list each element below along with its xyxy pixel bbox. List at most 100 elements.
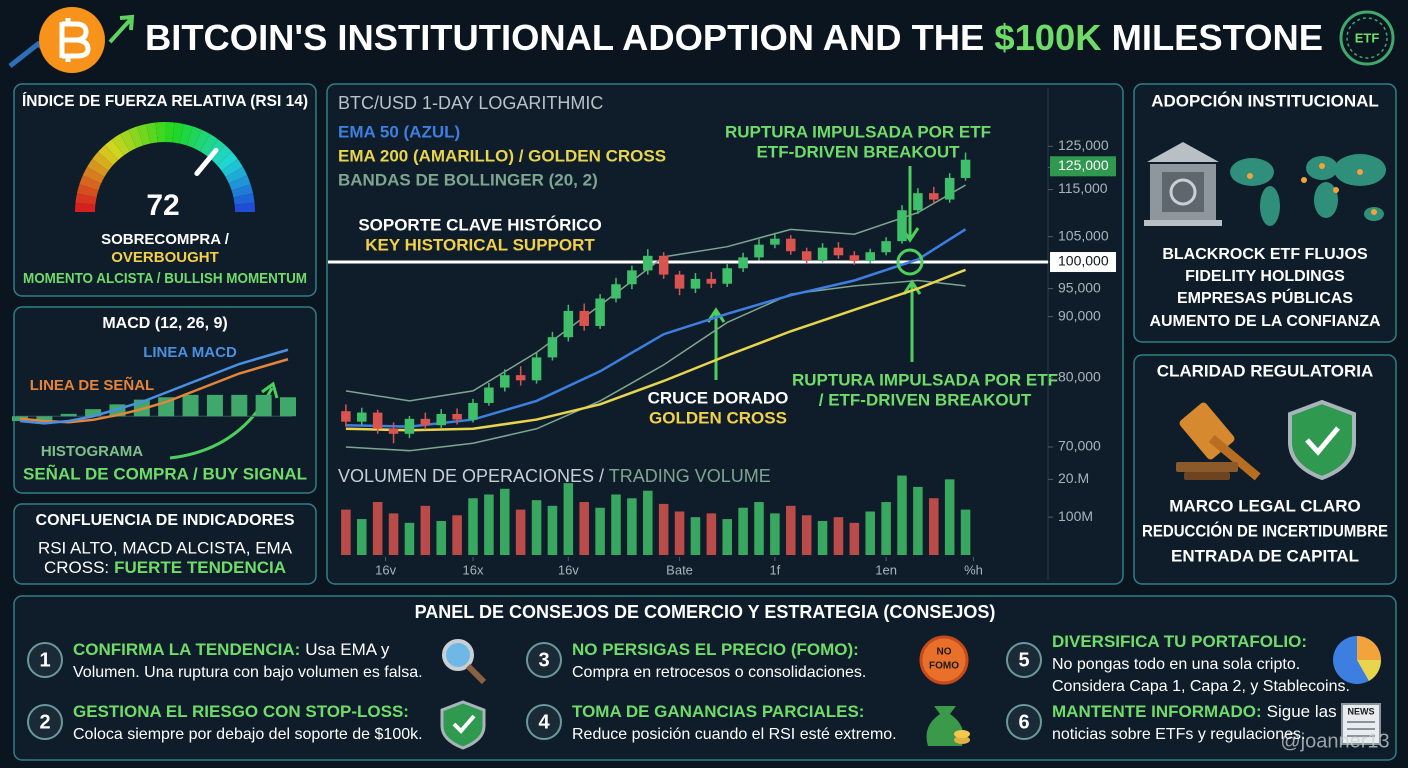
y-tick-label: 80,000: [1058, 368, 1101, 384]
magnifier-icon: [442, 639, 487, 685]
gauge-segment: [137, 123, 151, 146]
volume-bar: [531, 500, 542, 555]
panel: [13, 503, 317, 585]
y-tick-label: 90,000: [1058, 307, 1101, 323]
volume-title: VOLUMEN DE OPERACIONES / TRADING VOLUME: [338, 466, 771, 486]
breakout-marker: [896, 248, 924, 276]
candle-body: [547, 337, 558, 358]
volume-bar: [706, 513, 717, 555]
volume-title-part: VOLUMEN DE OPERACIONES /: [338, 466, 609, 486]
candle-body: [420, 418, 431, 426]
volume-bar: [643, 490, 653, 555]
tip-text: Reduce posición cuando el RSI esté extre…: [572, 726, 897, 743]
gauge-segment: [199, 134, 218, 156]
volume-bar: [341, 509, 351, 555]
gauge-segment: [225, 167, 248, 184]
volume-bar: [484, 494, 494, 555]
annotation: GOLDEN CROSS: [649, 408, 787, 427]
y-tick-label: 100M: [1058, 508, 1093, 524]
ema-line: [345, 268, 967, 432]
gauge-segment: [221, 159, 243, 178]
rsi-status: OVERBOUGHT: [111, 249, 219, 266]
volume-bar: [404, 522, 415, 555]
candle-body: [611, 284, 621, 299]
gauge-segment: [228, 175, 251, 191]
gavel-icon: [1176, 402, 1261, 481]
candle-body: [674, 274, 685, 289]
etf-badge-ring: [1346, 17, 1388, 59]
volume-bar: [738, 507, 748, 555]
candle-body: [468, 402, 478, 420]
x-tick-label: 1f: [769, 562, 780, 577]
gauge-segment: [186, 126, 202, 149]
rsi-value: 72: [146, 189, 179, 222]
legend-entry: BANDAS DE BOLLINGER (20, 2): [338, 170, 598, 189]
bank-icon: [1144, 142, 1222, 226]
volume-bar: [881, 502, 891, 555]
tip-text: Considera Capa 1, Capa 2, y Stablecoins.: [1052, 678, 1350, 695]
volume-bar: [960, 509, 971, 555]
candle-body: [913, 193, 923, 211]
tip-number: 5: [1018, 649, 1029, 671]
rsi-momentum: MOMENTO ALCISTA / BULLISH MOMENTUM: [23, 270, 307, 287]
gauge-needle: [194, 147, 219, 176]
signal-label: LINEA DE SEÑAL: [30, 376, 154, 394]
tip-heading: MANTENTE INFORMADO: Sigue las: [1052, 702, 1337, 721]
tip-heading: GESTIONA EL RIESGO CON STOP-LOSS:: [73, 702, 409, 721]
annotation: / ETF-DRIVEN BREAKOUT: [819, 390, 1032, 409]
histogram-bar: [85, 409, 102, 417]
y-tick-label: 115,000: [1058, 180, 1108, 196]
macd-label: LINEA MACD: [143, 344, 237, 361]
rsi-panel: ÍNDICE DE FUERZA RELATIVA (RSI 14) 72 SO…: [13, 83, 317, 297]
title-highlight: $100K: [994, 17, 1101, 58]
header: BITCOIN'S INSTITUTIONAL ADOPTION AND THE…: [8, 7, 1395, 73]
tip-inline: Usa EMA y: [305, 640, 390, 659]
x-tick-label: 16v: [375, 562, 396, 577]
volume-bar: [913, 486, 923, 555]
annotations: SOPORTE CLAVE HISTÓRICO KEY HISTORICAL S…: [358, 122, 1058, 427]
icon-label: NEWS: [1348, 706, 1375, 716]
volume-bar: [865, 511, 875, 555]
candle-body: [531, 357, 542, 381]
histogram-bar: [60, 413, 77, 417]
panel-title: ÍNDICE DE FUERZA RELATIVA (RSI 14): [22, 91, 308, 110]
gauge-segment: [233, 193, 255, 205]
legend-entry: EMA 200 (AMARILLO) / GOLDEN CROSS: [338, 146, 666, 165]
title-part: MILESTONE: [1102, 17, 1323, 58]
volume-bar: [944, 479, 955, 555]
title: BITCOIN'S INSTITUTIONAL ADOPTION AND THE…: [145, 17, 1323, 58]
tip-title: CONFIRMA LA TENDENCIA:: [73, 640, 300, 659]
candle-body: [881, 241, 891, 253]
buy-signal: SEÑAL DE COMPRA / BUY SIGNAL: [23, 463, 307, 483]
candle-body: [706, 278, 717, 284]
list-item: BLACKROCK ETF FLUJOS: [1162, 246, 1368, 263]
shield-small-icon: [440, 700, 486, 750]
volume-bar: [674, 511, 685, 555]
gauge-segment: [104, 139, 124, 161]
volume-bar: [690, 517, 701, 555]
histogram-bar: [182, 394, 199, 417]
panel-title: CONFLUENCIA DE INDICADORES: [36, 512, 295, 529]
list-item: MARCO LEGAL CLARO: [1169, 496, 1360, 515]
watermark: @joanner13: [1280, 730, 1389, 752]
gauge-segment: [179, 123, 193, 146]
support-tick-box: [1050, 252, 1116, 273]
annotation: KEY HISTORICAL SUPPORT: [365, 235, 595, 254]
pie-icon: [1333, 636, 1382, 684]
candle-body: [500, 375, 510, 388]
candle-body: [627, 270, 637, 285]
x-tick-label: 1en: [875, 562, 897, 577]
tips-panel: PANEL DE CONSEJOS DE COMERCIO Y ESTRATEG…: [13, 595, 1397, 761]
etf-badge-label: ETF: [1355, 30, 1380, 45]
volume-bar: [436, 520, 446, 555]
money-bag-icon: [926, 706, 970, 746]
confluence-highlight: FUERTE TENDENCIA: [114, 558, 286, 577]
shield-icon: [1288, 399, 1356, 481]
gauge-segment: [172, 122, 184, 144]
bollinger-lower: [345, 279, 966, 452]
candle-body: [801, 251, 812, 260]
y-tick-label: 20.M: [1058, 470, 1089, 486]
panel-title: PANEL DE CONSEJOS DE COMERCIO Y ESTRATEG…: [415, 602, 996, 622]
tip-heading: NO PERSIGAS EL PRECIO (FOMO):: [572, 640, 859, 659]
gauge-segment: [216, 151, 238, 171]
